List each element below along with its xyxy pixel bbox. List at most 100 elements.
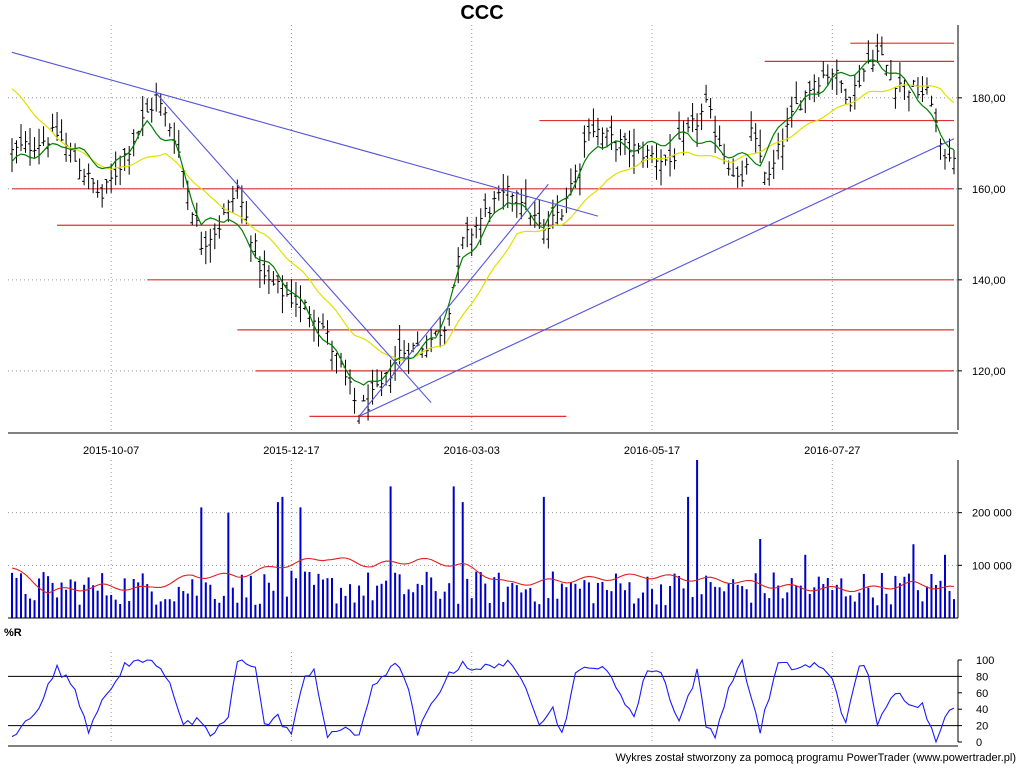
ohlc-bar <box>681 120 686 156</box>
ohlc-bar <box>375 369 380 388</box>
ohlc-bar <box>59 119 64 142</box>
ohlc-bar <box>474 216 479 239</box>
ohlc-bar <box>208 228 213 263</box>
ohlc-bar <box>424 335 429 358</box>
ohlc-bar <box>352 387 357 414</box>
ohlc-bar <box>717 125 722 147</box>
ohlc-bar <box>952 149 956 175</box>
ohlc-bar <box>839 80 844 93</box>
ohlc-bar <box>803 90 808 114</box>
ohlc-bar <box>604 127 609 148</box>
ohlc-bar <box>203 230 208 265</box>
volume-bars <box>11 460 955 618</box>
ohlc-bar <box>91 178 96 194</box>
ohlc-bar <box>884 64 889 76</box>
ohlc-bar <box>870 49 875 72</box>
williams-tick-label: 40 <box>976 704 988 716</box>
ohlc-bar <box>37 128 42 165</box>
ohlc-bar <box>753 123 758 153</box>
ohlc-bar <box>686 117 691 133</box>
ohlc-bar <box>600 127 605 150</box>
ohlc-bar <box>325 320 330 345</box>
ohlc-bar <box>100 184 105 208</box>
williams-r-grid <box>8 652 958 742</box>
ohlc-bar <box>32 137 37 158</box>
williams-r-y-axis: 0 20 40 60 80 100 <box>8 655 994 749</box>
williams-r-series <box>11 658 955 744</box>
ohlc-bar <box>942 148 947 170</box>
ohlc-bar <box>10 138 14 173</box>
date-tick-label: 2016-07-27 <box>804 445 860 457</box>
volume-panel: 100 000 200 000 <box>8 460 1012 619</box>
ohlc-bar <box>812 74 817 103</box>
ohlc-bar <box>650 145 655 164</box>
ohlc-bar <box>785 107 790 142</box>
ohlc-bar <box>492 191 497 214</box>
ohlc-bar <box>690 102 695 133</box>
date-tick-label: 2016-05-17 <box>624 445 680 457</box>
ohlc-bar <box>776 132 781 160</box>
ohlc-bar <box>677 111 682 140</box>
ohlc-bar <box>370 369 375 405</box>
ohlc-bar <box>771 149 776 180</box>
ohlc-bar <box>654 144 659 180</box>
ohlc-bar <box>172 122 177 154</box>
williams-tick-label: 80 <box>976 671 988 683</box>
ohlc-bar <box>767 161 772 186</box>
ohlc-bar <box>109 163 114 193</box>
ohlc-bar <box>857 64 862 88</box>
ohlc-bar <box>230 185 235 214</box>
ohlc-bar <box>41 126 46 146</box>
ohlc-bar <box>798 100 803 111</box>
ohlc-bar <box>586 118 591 141</box>
ohlc-bar <box>50 113 55 133</box>
price-y-axis: 120,00 140,00 160,00 180,00 <box>957 25 1006 430</box>
ohlc-bar <box>442 326 447 346</box>
ohlc-bar <box>343 359 348 386</box>
ohlc-bar <box>253 233 258 259</box>
ohlc-bar <box>271 271 276 286</box>
moving-averages <box>11 59 955 386</box>
ohlc-bar <box>659 149 664 186</box>
ohlc-bar <box>888 59 893 81</box>
ohlc-bar <box>158 93 163 116</box>
ohlc-bar <box>726 160 731 176</box>
chart-title: CCC <box>460 2 503 24</box>
ohlc-bar <box>154 82 159 112</box>
ohlc-bar <box>118 155 123 186</box>
ohlc-bar <box>550 199 555 229</box>
ohlc-bar <box>55 111 60 141</box>
ohlc-bar <box>460 236 465 250</box>
ohlc-bar <box>861 68 866 82</box>
ohlc-bar <box>199 231 204 255</box>
ohlc-bar <box>708 97 713 119</box>
ohlc-bar <box>794 81 799 105</box>
ohlc-bar <box>613 140 618 162</box>
volume-y-axis: 100 000 200 000 <box>8 460 1012 619</box>
ohlc-bar <box>275 275 280 294</box>
ohlc-bar <box>447 307 452 326</box>
trendline <box>11 51 599 217</box>
ohlc-bar <box>501 174 506 210</box>
ohlc-bar <box>86 163 91 190</box>
williams-tick-label: 100 <box>976 655 994 667</box>
support-resistance-levels <box>12 42 954 417</box>
ohlc-bar <box>758 129 763 164</box>
trendline <box>358 138 955 417</box>
volume-tick-label: 100 000 <box>972 560 1012 572</box>
ohlc-bar <box>456 247 461 284</box>
ohlc-bar <box>735 166 740 188</box>
ohlc-bar <box>875 33 880 63</box>
ohlc-bar <box>266 265 271 295</box>
volume-moving-average <box>11 557 955 594</box>
ohlc-bar <box>744 157 749 175</box>
ohlc-bar <box>28 128 33 166</box>
ohlc-bar <box>807 80 812 101</box>
ohlc-bar <box>780 128 785 170</box>
date-tick-label: 2015-12-17 <box>263 445 319 457</box>
ohlc-bar <box>483 193 488 218</box>
williams-tick-label: 0 <box>976 737 982 749</box>
ohlc-bar <box>14 140 19 164</box>
ohlc-bar <box>217 215 222 239</box>
ohlc-bar <box>622 132 627 155</box>
